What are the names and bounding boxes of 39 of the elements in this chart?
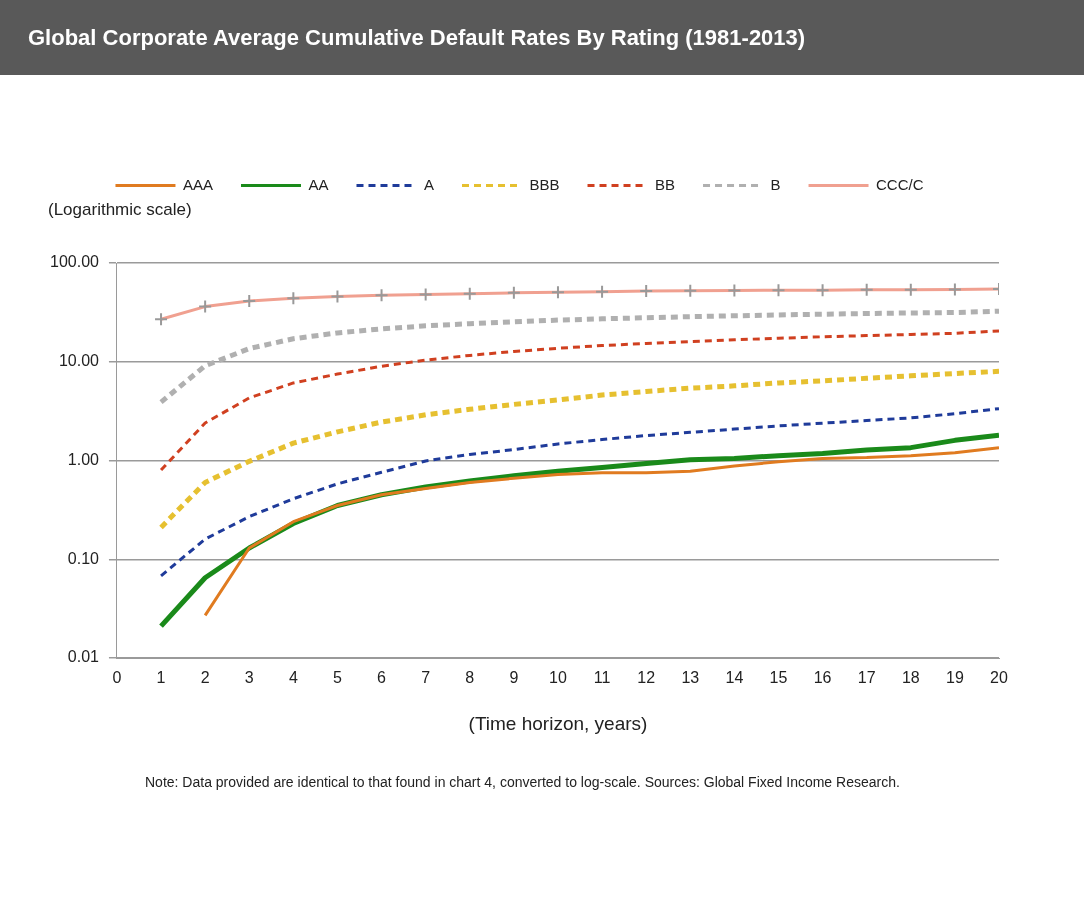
x-tick-label: 15 [769, 669, 788, 687]
text: Note: Data provided are identical to that found in chart 4, converted to log-scale. Sources: Global Fixed Income Research. [145, 773, 901, 792]
x-tick-label: 10 [549, 669, 567, 687]
x-tick-label: 6 [377, 669, 387, 687]
legend-label: B [770, 175, 781, 193]
x-tick-label: 1 [156, 669, 166, 687]
x-tick-label: 17 [857, 669, 876, 687]
x-tick-label: 20 [990, 669, 1008, 687]
y-tick-label: 1.00 [67, 450, 100, 468]
y-tick-label: 0.10 [67, 549, 100, 567]
y-tick-label: 100.00 [50, 253, 100, 271]
line-series [159, 329, 999, 472]
line-series [159, 407, 999, 578]
x-tick-label: 14 [725, 669, 744, 687]
x-tick-label: 5 [333, 669, 342, 687]
legend-label: A [424, 175, 435, 193]
chart-title: Global Corporate Average Cumulative Default Rates By Rating (1981-2013) [0, 0, 1084, 75]
y-axis-title: (Logarithmic scale) [48, 200, 192, 220]
x-tick-label: 7 [421, 669, 431, 687]
x-tick-label: 8 [465, 669, 475, 687]
legend-label: AAA [182, 175, 213, 193]
x-tick-label: 4 [288, 669, 298, 687]
x-tick-label: 9 [509, 669, 519, 687]
x-tick-label: 2 [200, 669, 210, 687]
y-tick-label: 0.01 [67, 648, 100, 666]
legend-label: AA [308, 175, 329, 193]
legend-label: BBB [529, 175, 560, 193]
x-tick-label: 3 [244, 669, 254, 687]
x-tick-label: 16 [813, 669, 832, 687]
x-tick-label: 11 [593, 669, 611, 687]
x-tick-label: 19 [946, 669, 964, 687]
legend-label: BB [655, 175, 676, 193]
x-tick-label: 0 [112, 669, 122, 687]
x-tick-label: 12 [637, 669, 656, 687]
x-tick-label: 18 [901, 669, 920, 687]
y-tick-label: 10.00 [58, 352, 100, 370]
x-axis-title: (Time horizon, years) [468, 712, 648, 734]
legend-label: CCC/C [876, 175, 924, 193]
x-tick-label: 13 [681, 669, 700, 687]
